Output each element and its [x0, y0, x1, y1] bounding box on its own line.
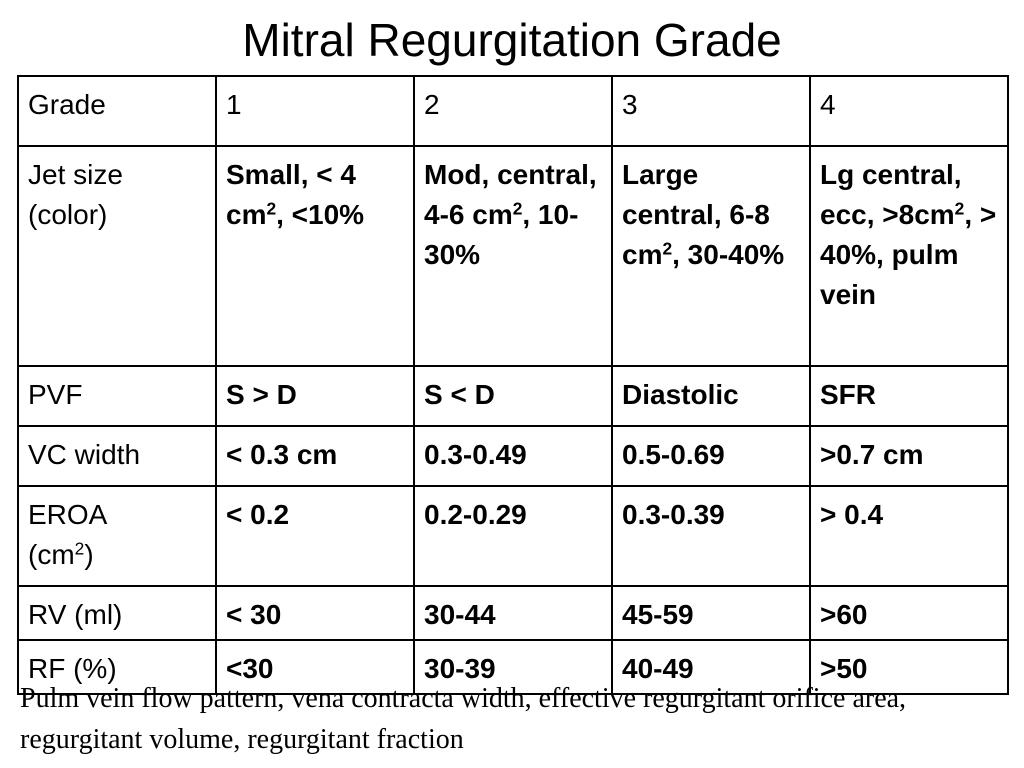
- row-label-eroa: EROA (cm2): [17, 485, 217, 587]
- pvf-grade-2: S < D: [413, 365, 613, 427]
- jet-size-grade-2-text: Mod, central, 4-6 cm: [424, 159, 597, 230]
- eroa-grade-3: 0.3-0.39: [611, 485, 811, 587]
- pvf-grade-3: Diastolic: [611, 365, 811, 427]
- jet-size-grade-1-sup: 2: [266, 198, 277, 219]
- table-row-eroa: EROA (cm2) < 0.2 0.2-0.29 0.3-0.39 > 0.4: [17, 485, 1009, 587]
- table-row-rv: RV (ml) < 30 30-44 45-59 >60: [17, 585, 1009, 641]
- row-label-vc-width: VC width: [17, 425, 217, 487]
- eroa-unit-close: ): [84, 539, 94, 570]
- row-label-rv: RV (ml): [17, 585, 217, 641]
- pvf-grade-4: SFR: [809, 365, 1009, 427]
- jet-size-grade-2-rest: , 10-30%: [424, 199, 579, 270]
- table-row-grade: Grade 1 2 3 4: [17, 75, 1009, 147]
- eroa-grade-1: < 0.2: [215, 485, 415, 587]
- eroa-grade-2: 0.2-0.29: [413, 485, 613, 587]
- row-label-rf: RF (%): [17, 639, 217, 695]
- rf-grade-3: 40-49: [611, 639, 811, 695]
- jet-size-grade-3-rest: , 30-40%: [672, 239, 785, 270]
- grade-1-header: 1: [215, 75, 415, 147]
- jet-size-grade-4: Lg central, ecc, >8cm2, > 40%, pulm vein: [809, 145, 1009, 367]
- vc-width-grade-4: >0.7 cm: [809, 425, 1009, 487]
- table-row-rf: RF (%) <30 30-39 40-49 >50: [17, 639, 1009, 695]
- row-label-jet-size: Jet size (color): [17, 145, 217, 367]
- rf-grade-1: <30: [215, 639, 415, 695]
- footnote: Pulm vein flow pattern, vena contracta w…: [20, 683, 907, 755]
- jet-size-grade-3-text: Large central, 6-8 cm: [622, 159, 770, 270]
- vc-width-grade-2: 0.3-0.49: [413, 425, 613, 487]
- eroa-grade-4: > 0.4: [809, 485, 1009, 587]
- jet-size-grade-4-rest: , > 40%, pulm vein: [820, 199, 997, 310]
- jet-size-grade-3-sup: 2: [662, 238, 673, 259]
- slide-title: Mitral Regurgitation Grade: [242, 14, 782, 66]
- jet-size-grade-4-sup: 2: [954, 198, 965, 219]
- grade-3-header: 3: [611, 75, 811, 147]
- vc-width-grade-3: 0.5-0.69: [611, 425, 811, 487]
- jet-size-grade-2: Mod, central, 4-6 cm2, 10-30%: [413, 145, 613, 367]
- jet-size-grade-3: Large central, 6-8 cm2, 30-40%: [611, 145, 811, 367]
- jet-size-grade-4-text: Lg central, ecc, >8cm: [820, 159, 962, 230]
- rv-grade-1: < 30: [215, 585, 415, 641]
- jet-size-grade-1-rest: , <10%: [276, 199, 365, 230]
- jet-size-grade-1: Small, < 4 cm2, <10%: [215, 145, 415, 367]
- jet-size-sublabel: (color): [28, 199, 108, 230]
- mr-grade-table: Grade 1 2 3 4 Jet size (color) Small, < …: [17, 75, 1009, 695]
- vc-width-grade-1: < 0.3 cm: [215, 425, 415, 487]
- rv-grade-3: 45-59: [611, 585, 811, 641]
- jet-size-grade-2-sup: 2: [512, 198, 523, 219]
- pvf-grade-1: S > D: [215, 365, 415, 427]
- rf-grade-4: >50: [809, 639, 1009, 695]
- table-row-pvf: PVF S > D S < D Diastolic SFR: [17, 365, 1009, 427]
- rv-grade-4: >60: [809, 585, 1009, 641]
- rf-grade-2: 30-39: [413, 639, 613, 695]
- grade-2-header: 2: [413, 75, 613, 147]
- eroa-unit-sup: 2: [74, 538, 85, 559]
- grade-4-header: 4: [809, 75, 1009, 147]
- table-row-jet-size: Jet size (color) Small, < 4 cm2, <10% Mo…: [17, 145, 1009, 367]
- jet-size-grade-1-text: Small, < 4 cm: [226, 159, 356, 230]
- row-label-grade: Grade: [17, 75, 217, 147]
- row-label-pvf: PVF: [17, 365, 217, 427]
- eroa-label: EROA: [28, 499, 108, 530]
- eroa-unit-open: (cm: [28, 539, 75, 570]
- table-row-vc-width: VC width < 0.3 cm 0.3-0.49 0.5-0.69 >0.7…: [17, 425, 1009, 487]
- jet-size-label: Jet size: [28, 159, 123, 190]
- rv-grade-2: 30-44: [413, 585, 613, 641]
